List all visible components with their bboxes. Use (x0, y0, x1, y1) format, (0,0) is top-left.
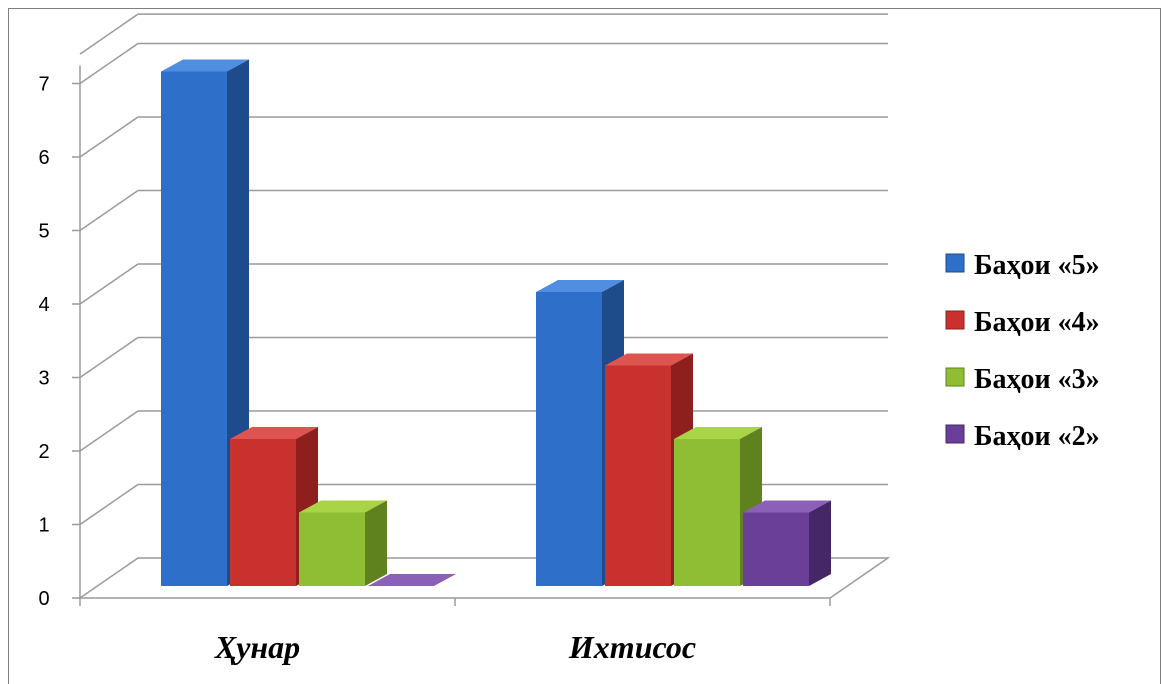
gridline-depth (79, 336, 139, 379)
bar-front (743, 512, 809, 586)
legend: Баҳои «5» Баҳои «4» Баҳои «3» Баҳои «2» (945, 250, 1100, 452)
gridline-depth (79, 42, 139, 85)
y-tick-label: 4 (38, 294, 49, 316)
bar-top (536, 280, 624, 292)
y-axis-tick-labels: 0 1 2 3 4 5 6 7 (38, 74, 49, 611)
bar-front (605, 365, 671, 586)
bar-top (230, 427, 318, 439)
legend-item: Баҳои «5» (945, 250, 1100, 281)
gridline-depth (79, 13, 139, 55)
bar (368, 574, 456, 586)
bar-top (743, 500, 831, 513)
y-tick-label: 0 (38, 588, 49, 610)
legend-item: Баҳои «3» (945, 364, 1100, 395)
x-category-label: Ихтисос (568, 629, 696, 665)
bar-front (674, 439, 740, 586)
legend-label: Баҳои «3» (974, 364, 1100, 395)
bar (299, 500, 387, 586)
bar-top (674, 427, 762, 439)
bar-front (536, 292, 602, 586)
chart-floor (77, 557, 891, 599)
legend-swatch (945, 310, 965, 330)
bar-side (365, 500, 387, 586)
chart-walls (77, 65, 891, 599)
bar (743, 500, 831, 586)
gridline-depth (79, 483, 139, 526)
bar-front (299, 512, 365, 586)
bars (161, 59, 831, 586)
x-category-label: Ҳунар (214, 629, 300, 665)
chart-frame (8, 8, 1161, 684)
y-tick-label: 2 (38, 441, 49, 463)
gridline-depth (79, 410, 139, 452)
y-tick-label: 5 (38, 221, 49, 243)
bar-side (809, 500, 831, 586)
legend-label: Баҳои «4» (974, 307, 1100, 338)
gridline-depth (79, 263, 139, 305)
bar-top (161, 59, 249, 72)
bar-top (368, 574, 456, 586)
legend-swatch (945, 367, 965, 387)
legend-label: Баҳои «2» (974, 421, 1100, 452)
bar-front (230, 439, 296, 586)
y-tick-label: 3 (38, 368, 49, 390)
y-tick-label: 6 (38, 147, 49, 169)
y-tick-label: 1 (38, 515, 49, 537)
legend-label: Баҳои «5» (974, 250, 1100, 281)
legend-item: Баҳои «2» (945, 421, 1100, 452)
y-tick-label: 7 (38, 74, 49, 96)
legend-swatch (945, 253, 965, 273)
x-axis-category-labels: Ҳунар Ихтисос (214, 629, 696, 665)
bar-top (299, 500, 387, 513)
bar-top (605, 353, 693, 366)
gridline-depth (79, 189, 139, 232)
legend-item: Баҳои «4» (945, 307, 1100, 338)
gridline-depth (79, 116, 139, 158)
bar-front (161, 71, 227, 586)
legend-swatch (945, 424, 965, 444)
